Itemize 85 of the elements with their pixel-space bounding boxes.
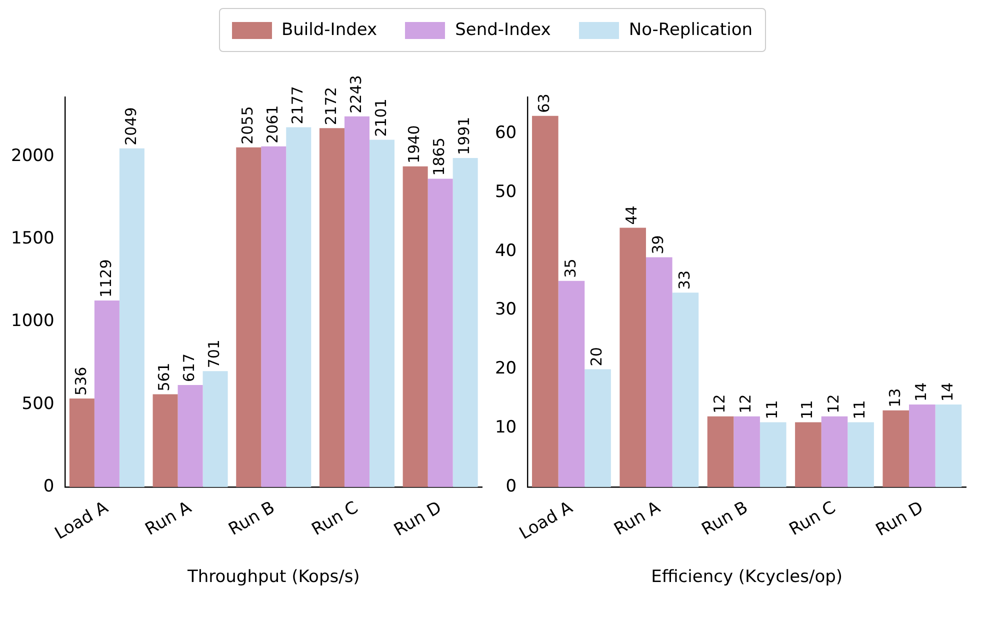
data-label: 536 — [72, 366, 90, 396]
bar — [202, 371, 228, 488]
y-tick-label: 50 — [494, 182, 517, 202]
bar — [882, 410, 910, 488]
y-tick-label: 10 — [494, 418, 517, 438]
data-label: 1940 — [405, 125, 424, 164]
data-label: 13 — [886, 388, 904, 408]
x-axis-title: Throughput (Kops/s) — [186, 567, 360, 588]
x-tick-label: Run C — [308, 498, 362, 540]
data-label: 12 — [824, 394, 842, 414]
data-label: 2055 — [238, 106, 257, 144]
data-label: 63 — [535, 94, 554, 113]
bar — [532, 116, 558, 488]
x-axis-title: Efficiency (Kcycles/op) — [651, 567, 843, 588]
bar — [319, 128, 344, 488]
bar — [402, 166, 428, 488]
y-tick-label: 20 — [494, 358, 517, 379]
legend-label: No-Replication — [628, 20, 752, 40]
y-tick-label: 1500 — [11, 228, 54, 249]
data-label: 701 — [205, 340, 224, 368]
data-label: 2243 — [346, 75, 365, 114]
data-label: 14 — [938, 382, 956, 402]
x-tick-label: Run D — [872, 498, 927, 541]
bar — [821, 416, 848, 488]
legend-label: Send-Index — [455, 20, 551, 40]
bar — [646, 257, 672, 488]
data-label: 2049 — [122, 107, 140, 146]
data-label: 11 — [763, 400, 782, 420]
y-tick-label: 2000 — [11, 146, 54, 166]
legend-label: Build-Index — [282, 20, 378, 40]
bar — [584, 369, 611, 488]
data-label: 2061 — [264, 105, 282, 144]
bar — [428, 178, 453, 488]
bar — [452, 158, 478, 488]
data-label: 2177 — [288, 86, 307, 124]
data-label: 1865 — [430, 138, 448, 176]
data-label: 35 — [561, 258, 580, 278]
x-tick-label: Run A — [142, 498, 196, 540]
x-tick-label: Run B — [225, 498, 278, 540]
y-tick-label: 0 — [43, 476, 54, 496]
bar — [152, 394, 178, 488]
bar — [734, 416, 760, 488]
bar — [236, 147, 262, 488]
y-tick-label: 500 — [22, 394, 54, 414]
bar — [558, 280, 585, 488]
data-label: 1991 — [455, 116, 474, 155]
bar — [94, 300, 120, 488]
data-label: 2172 — [322, 86, 340, 126]
y-tick-label: 1000 — [11, 311, 54, 332]
data-label: 20 — [588, 347, 606, 366]
data-label: 12 — [710, 394, 728, 414]
bar — [178, 385, 203, 488]
bar — [909, 404, 936, 488]
bar — [261, 146, 286, 488]
data-label: 561 — [155, 362, 174, 392]
data-label: 617 — [180, 353, 198, 382]
bar — [795, 422, 822, 488]
data-label: 12 — [736, 394, 755, 414]
y-tick-label: 0 — [506, 476, 517, 496]
data-label: 1129 — [96, 259, 115, 298]
y-tick-label: 40 — [494, 240, 517, 261]
x-tick-label: Run B — [698, 498, 752, 540]
bar — [369, 140, 394, 488]
bar — [344, 116, 370, 488]
x-tick-label: Run C — [786, 498, 840, 540]
bar — [69, 398, 94, 488]
bar — [620, 228, 646, 488]
bar — [672, 292, 699, 488]
data-label: 14 — [912, 382, 930, 402]
bar — [286, 127, 312, 488]
bar — [707, 416, 734, 488]
data-label: 2101 — [372, 98, 390, 137]
bar — [935, 404, 962, 488]
x-tick-label: Run A — [610, 498, 664, 540]
data-label: 44 — [622, 206, 641, 225]
bar — [119, 148, 144, 488]
y-tick-label: 60 — [494, 122, 517, 143]
data-label: 11 — [798, 400, 816, 420]
bar — [848, 422, 874, 488]
data-label: 11 — [850, 400, 869, 420]
data-label: 33 — [675, 270, 694, 290]
y-tick-label: 30 — [494, 300, 517, 320]
bar — [760, 422, 786, 488]
x-tick-label: Run D — [390, 498, 446, 541]
data-label: 39 — [649, 235, 668, 254]
